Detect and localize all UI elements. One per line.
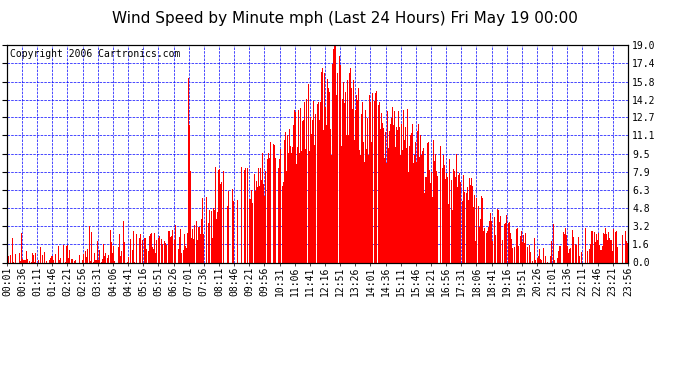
Text: Wind Speed by Minute mph (Last 24 Hours) Fri May 19 00:00: Wind Speed by Minute mph (Last 24 Hours)… [112, 11, 578, 26]
Text: Copyright 2006 Cartronics.com: Copyright 2006 Cartronics.com [10, 50, 180, 59]
